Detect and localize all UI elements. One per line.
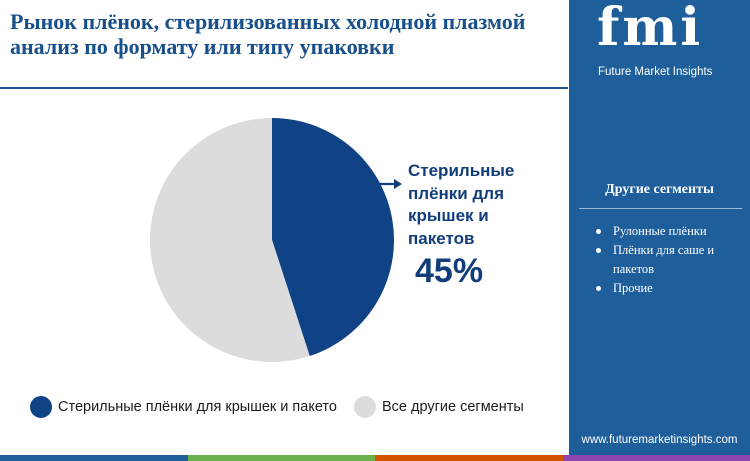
- callout-label: Стерильные плёнки для крышек и пакетов: [408, 161, 515, 248]
- pie-slice-0: [272, 118, 394, 357]
- legend-label-other-segments: Все другие сегменты: [382, 399, 524, 415]
- logo-subtitle: Future Market Insights: [598, 66, 713, 78]
- callout-arrow-icon: [379, 179, 402, 189]
- bottom-bar-segment: [0, 455, 188, 461]
- website-link[interactable]: www.futuremarketinsights.com: [581, 434, 738, 446]
- logo-mark: fmi: [597, 0, 704, 58]
- title-line-1: Рынок плёнок, стерилизованных холодной п…: [10, 9, 526, 34]
- segments-divider: [579, 208, 742, 209]
- legend-label-sterile-films: Стерильные плёнки для крышек и пакето: [58, 399, 337, 415]
- sidebar: fmi Future Market Insights Другие сегмен…: [569, 0, 750, 461]
- segment-item: Прочие: [593, 279, 743, 298]
- title-line-2: анализ по формату или типу упаковки: [10, 34, 395, 59]
- pie-chart: [149, 118, 394, 362]
- legend-item-sterile-films: Стерильные плёнки для крышек и пакето: [30, 396, 354, 418]
- segment-item: Рулонные плёнки: [593, 222, 743, 241]
- title-divider: [0, 87, 568, 89]
- bottom-color-bar: [0, 455, 750, 461]
- bottom-bar-segment: [375, 455, 563, 461]
- bottom-bar-segment: [187, 455, 375, 461]
- other-segments-list: Рулонные плёнки Плёнки для саше и пакето…: [593, 222, 743, 298]
- chart-title: Рынок плёнок, стерилизованных холодной п…: [10, 9, 555, 59]
- pie-slice-1: [149, 118, 310, 362]
- legend-swatch-other-segments: [354, 396, 376, 418]
- segment-item: Плёнки для саше и пакетов: [593, 241, 743, 279]
- legend: Стерильные плёнки для крышек и пакето Вс…: [30, 396, 524, 418]
- other-segments-title: Другие сегменты: [605, 182, 714, 197]
- legend-item-other-segments: Все другие сегменты: [354, 396, 524, 418]
- callout-value: 45%: [415, 252, 484, 290]
- legend-swatch-sterile-films: [30, 396, 52, 418]
- bottom-bar-segment: [562, 455, 750, 461]
